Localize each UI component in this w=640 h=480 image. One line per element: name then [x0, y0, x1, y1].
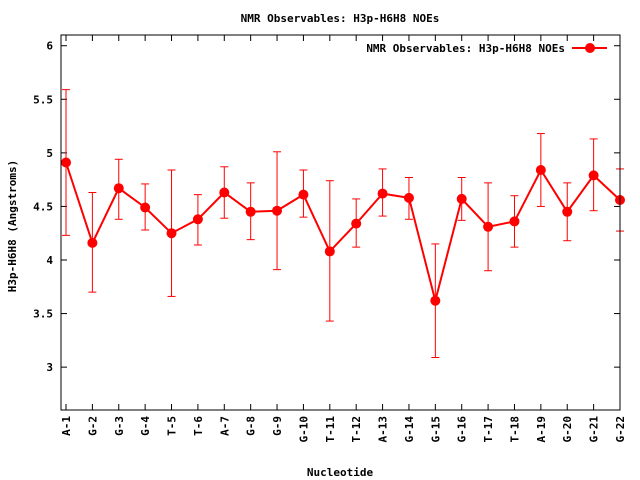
- data-point: [588, 170, 599, 181]
- x-tick-label: G-16: [456, 416, 469, 443]
- y-tick-label: 5.5: [33, 93, 53, 106]
- y-axis-label: H3p-H6H8 (Angstroms): [6, 160, 19, 292]
- x-tick-label: A-1: [60, 416, 73, 436]
- x-tick-label: G-22: [614, 416, 627, 443]
- x-tick-label: G-3: [113, 416, 126, 436]
- legend-label: NMR Observables: H3p-H6H8 NOEs: [366, 42, 565, 55]
- data-point: [562, 206, 573, 217]
- data-point: [140, 202, 151, 213]
- x-tick-label: T-11: [324, 416, 337, 443]
- data-point: [403, 192, 414, 203]
- chart-title: NMR Observables: H3p-H6H8 NOEs: [241, 12, 440, 25]
- data-point: [298, 189, 309, 200]
- data-point: [272, 205, 283, 216]
- plot-frame: [60, 34, 621, 411]
- y-tick-label: 5: [46, 147, 53, 160]
- y-tick-label: 4: [46, 254, 53, 267]
- x-tick-label: T-6: [192, 416, 205, 436]
- data-point: [483, 221, 494, 232]
- data-point: [351, 218, 362, 229]
- data-point: [113, 183, 124, 194]
- x-tick-label: T-17: [482, 416, 495, 443]
- data-point: [87, 237, 98, 248]
- data-point: [192, 214, 203, 225]
- data-point: [166, 228, 177, 239]
- x-tick-label: G-4: [139, 416, 152, 436]
- x-tick-label: T-18: [508, 416, 521, 443]
- y-tick-label: 3.5: [33, 308, 53, 321]
- x-tick-label: A-19: [535, 416, 548, 443]
- x-tick-label: A-13: [377, 416, 390, 443]
- y-tick-label: 4.5: [33, 200, 53, 213]
- data-point: [456, 193, 467, 204]
- x-tick-label: G-20: [561, 416, 574, 443]
- y-tick-label: 6: [46, 40, 53, 53]
- x-tick-label: G-2: [86, 416, 99, 436]
- x-tick-label: T-12: [350, 416, 363, 443]
- x-tick-label: G-21: [588, 416, 601, 443]
- y-tick-label: 3: [46, 361, 53, 374]
- series-line: [65, 162, 621, 301]
- legend-marker: [585, 43, 595, 53]
- x-tick-label: G-10: [297, 416, 310, 443]
- data-point: [535, 165, 546, 175]
- data-point: [219, 187, 230, 198]
- data-point: [324, 246, 335, 257]
- data-point: [377, 188, 388, 199]
- x-tick-label: G-14: [403, 416, 416, 443]
- data-point: [245, 206, 256, 217]
- data-point: [430, 295, 441, 306]
- x-tick-label: G-15: [429, 416, 442, 443]
- x-tick-label: G-9: [271, 416, 284, 436]
- x-tick-label: A-7: [218, 416, 231, 436]
- legend: NMR Observables: H3p-H6H8 NOEs: [366, 42, 607, 55]
- x-axis-label: Nucleotide: [307, 466, 374, 479]
- data-point: [509, 216, 520, 227]
- x-tick-label: T-5: [166, 416, 179, 436]
- data-point: [61, 157, 71, 168]
- x-tick-label: G-8: [245, 416, 258, 436]
